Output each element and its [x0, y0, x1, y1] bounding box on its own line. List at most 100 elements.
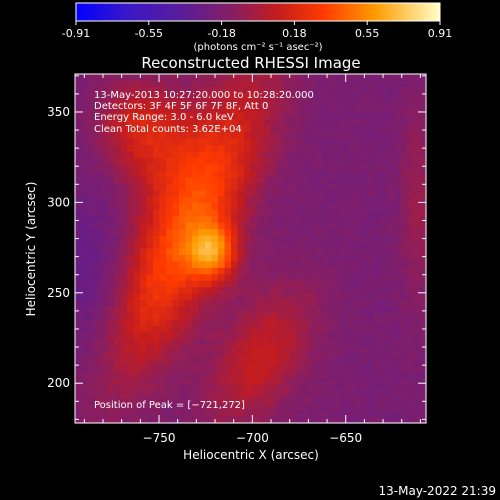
heatmap-cell [335, 293, 343, 301]
heatmap-cell [159, 261, 167, 269]
heatmap-cell [159, 293, 167, 301]
heatmap-cell [400, 203, 408, 211]
heatmap-cell [114, 390, 122, 398]
heatmap-cell [237, 338, 245, 347]
heatmap-cell [211, 345, 219, 353]
heatmap-cell [302, 280, 310, 288]
heatmap-cell [231, 106, 239, 114]
heatmap-cell [419, 377, 427, 385]
heatmap-cell [309, 287, 317, 295]
heatmap-cell [172, 106, 180, 114]
heatmap-cell [185, 416, 193, 424]
heatmap-cell [153, 158, 161, 166]
heatmap-cell [185, 196, 193, 204]
heatmap-cell [322, 326, 330, 334]
heatmap-cell [419, 300, 427, 308]
heatmap-cell [257, 132, 265, 140]
heatmap-cell [283, 235, 291, 243]
heatmap-cell [361, 332, 369, 340]
heatmap-cell [283, 158, 291, 166]
heatmap-cell [75, 170, 83, 178]
heatmap-cell [406, 332, 414, 340]
heatmap-cell [302, 332, 310, 340]
heatmap-cell [179, 183, 187, 191]
heatmap-cell [205, 267, 213, 275]
heatmap-cell [289, 338, 297, 347]
heatmap-cell [374, 384, 382, 392]
heatmap-cell [374, 235, 382, 243]
heatmap-cell [244, 158, 252, 166]
heatmap-cell [283, 254, 291, 263]
heatmap-cell [309, 306, 317, 314]
heatmap-cell [341, 190, 349, 198]
heatmap-cell [276, 112, 284, 120]
heatmap-cell [120, 358, 128, 366]
heatmap-cell [218, 216, 226, 224]
heatmap-cell [367, 222, 375, 230]
heatmap-cell [348, 338, 356, 347]
heatmap-cell [205, 351, 213, 359]
heatmap-cell [153, 229, 161, 237]
heatmap-cell [185, 235, 193, 243]
heatmap-cell [419, 86, 427, 94]
heatmap-cell [127, 99, 135, 107]
heatmap-cell [380, 151, 388, 159]
heatmap-cell [166, 254, 174, 263]
heatmap-cell [172, 248, 180, 256]
heatmap-cell [341, 86, 349, 94]
heatmap-cell [75, 384, 83, 392]
heatmap-cell [159, 132, 167, 140]
colorbar-ticks: -0.91 -0.55 -0.18 0.18 0.55 0.91 [62, 21, 452, 40]
heatmap-cell [88, 216, 96, 224]
heatmap-cell [354, 145, 362, 153]
heatmap-cell [250, 384, 258, 392]
heatmap-cell [296, 190, 304, 198]
heatmap-cell [133, 209, 141, 217]
heatmap-cell [172, 300, 180, 308]
heatmap-cell [88, 145, 96, 153]
heatmap-cell [244, 209, 252, 217]
heatmap-cell [296, 287, 304, 295]
heatmap-cell [140, 287, 148, 295]
heatmap-cell [270, 313, 278, 321]
heatmap-cell [270, 403, 278, 411]
heatmap-cell [309, 319, 317, 327]
heatmap-cell [354, 267, 362, 275]
heatmap-cell [374, 313, 382, 321]
heatmap-cell [250, 80, 258, 88]
heatmap-cell [146, 293, 154, 301]
heatmap-cell [166, 183, 174, 191]
heatmap-cell [192, 216, 200, 224]
heatmap-cell [205, 216, 213, 224]
heatmap-cell [237, 229, 245, 237]
heatmap-cell [101, 274, 109, 282]
heatmap-cell [257, 364, 265, 372]
heatmap-cell [328, 371, 336, 379]
heatmap-cell [81, 80, 89, 88]
heatmap-cell [341, 319, 349, 327]
heatmap-cell [237, 261, 245, 269]
heatmap-cell [328, 390, 336, 398]
heatmap-cell [140, 410, 148, 418]
heatmap-cell [283, 106, 291, 114]
heatmap-cell [341, 93, 349, 101]
heatmap-cell [257, 119, 265, 127]
heatmap-cell [270, 177, 278, 185]
heatmap-cell [153, 248, 161, 256]
heatmap-cell [263, 229, 271, 237]
heatmap-cell [387, 177, 395, 185]
heatmap-cell [322, 280, 330, 288]
heatmap-cell [263, 287, 271, 295]
heatmap-cell [218, 132, 226, 140]
heatmap-cell [133, 351, 141, 359]
heatmap-cell [419, 164, 427, 172]
heatmap-cell [237, 158, 245, 166]
chart-title: Reconstructed RHESSI Image [141, 54, 360, 72]
heatmap-cell [133, 151, 141, 159]
heatmap-cell [296, 300, 304, 308]
heatmap-cell [185, 397, 193, 405]
heatmap-cell [114, 151, 122, 159]
heatmap-cell [341, 338, 349, 347]
heatmap-cell [393, 177, 401, 185]
heatmap-cell [198, 242, 206, 250]
